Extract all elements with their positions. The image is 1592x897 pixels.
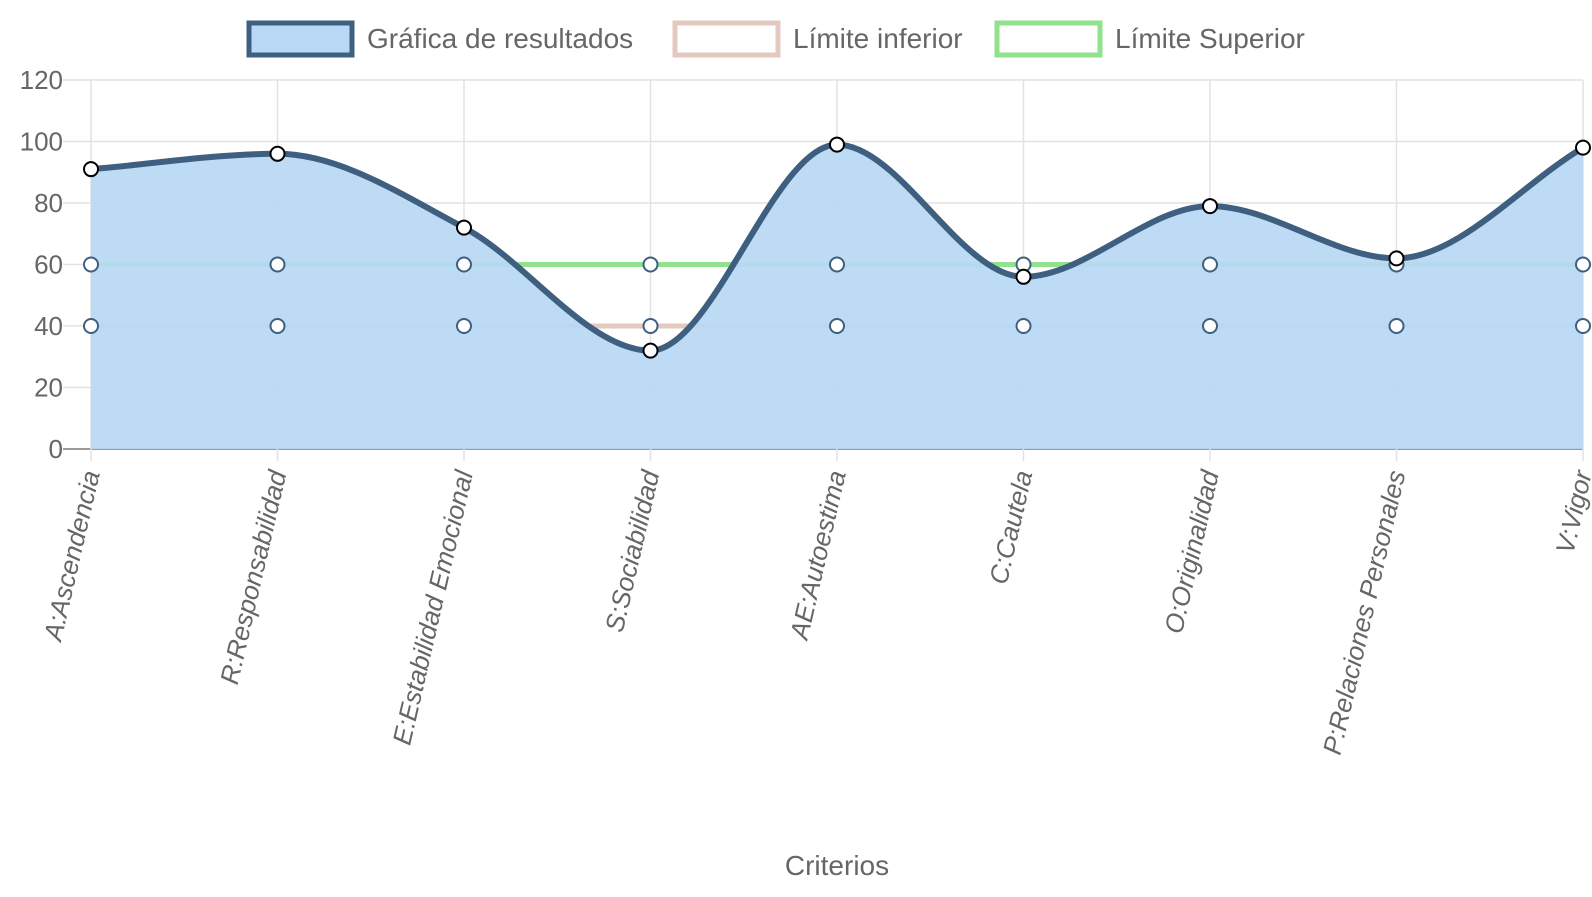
- y-axis: 0 20 40 60 80 100 120: [20, 65, 63, 464]
- x-tick-label: O:Originalidad: [1158, 466, 1225, 636]
- data-point-limite-inferior[interactable]: [829, 318, 845, 334]
- data-point-limite-superior[interactable]: [829, 256, 845, 273]
- y-tick-label: 120: [20, 65, 63, 95]
- x-tick-label: E:Estabilidad Emocional: [387, 466, 480, 747]
- series-layer: [88, 141, 1586, 449]
- data-point-grafica-de-resultados[interactable]: [269, 145, 286, 162]
- data-point-limite-superior[interactable]: [456, 256, 472, 273]
- legend-swatch-limite-superior[interactable]: [994, 20, 1103, 58]
- x-tick-label: C:Cautela: [983, 468, 1038, 587]
- data-point-grafica-de-resultados[interactable]: [829, 136, 845, 153]
- data-point-grafica-de-resultados[interactable]: [456, 219, 472, 236]
- points-layer: [83, 136, 1591, 359]
- data-point-limite-superior[interactable]: [1202, 256, 1218, 273]
- data-point-limite-inferior[interactable]: [269, 318, 286, 334]
- data-point-limite-superior[interactable]: [83, 256, 99, 273]
- y-tick-label: 80: [34, 188, 63, 218]
- x-axis-title: Criterios: [785, 850, 889, 881]
- data-point-grafica-de-resultados[interactable]: [642, 342, 659, 359]
- series-area-grafica-de-resultados: [91, 144, 1583, 449]
- data-point-limite-inferior[interactable]: [1575, 318, 1591, 334]
- data-point-grafica-de-resultados[interactable]: [1015, 268, 1032, 285]
- legend-label-limite-inferior[interactable]: Límite inferior: [793, 23, 963, 54]
- data-point-grafica-de-resultados[interactable]: [83, 161, 99, 178]
- data-point-limite-superior[interactable]: [642, 256, 659, 273]
- y-tick-label: 0: [49, 434, 63, 464]
- x-tick-label: P:Relaciones Personales: [1317, 468, 1412, 758]
- data-point-limite-inferior[interactable]: [456, 318, 472, 334]
- legend-label-grafica-de-resultados[interactable]: Gráfica de resultados: [367, 23, 633, 54]
- x-tick-label: S:Sociabilidad: [599, 466, 666, 635]
- legend[interactable]: Gráfica de resultados Límite inferior Lími…: [246, 20, 1305, 58]
- y-tick-label: 100: [20, 127, 63, 157]
- data-point-limite-superior[interactable]: [269, 256, 286, 273]
- data-point-grafica-de-resultados[interactable]: [1202, 198, 1218, 215]
- x-tick-label: R:Responsabilidad: [214, 466, 293, 687]
- data-point-grafica-de-resultados[interactable]: [1575, 139, 1591, 156]
- legend-label-limite-superior[interactable]: Límite Superior: [1115, 23, 1305, 54]
- data-point-limite-superior[interactable]: [1575, 256, 1591, 273]
- legend-swatch-limite-inferior[interactable]: [672, 20, 781, 58]
- data-point-limite-inferior[interactable]: [1202, 318, 1218, 334]
- y-tick-label: 20: [34, 373, 63, 403]
- x-axis: A:Ascendencia R:Responsabilidad E:Estabili…: [37, 466, 1592, 757]
- data-point-limite-inferior[interactable]: [642, 318, 659, 334]
- x-tick-label: A:Ascendencia: [37, 468, 106, 646]
- x-tick-label: AE:Autoestima: [783, 468, 851, 644]
- data-point-limite-inferior[interactable]: [83, 318, 99, 334]
- data-point-limite-inferior[interactable]: [1388, 318, 1405, 334]
- y-tick-label: 40: [34, 311, 63, 341]
- legend-swatch-grafica-de-resultados[interactable]: [246, 20, 355, 58]
- x-tick-label: V:Vigor: [1550, 466, 1592, 556]
- y-tick-label: 60: [34, 250, 63, 280]
- data-point-limite-inferior[interactable]: [1015, 318, 1032, 334]
- data-point-grafica-de-resultados[interactable]: [1388, 250, 1405, 267]
